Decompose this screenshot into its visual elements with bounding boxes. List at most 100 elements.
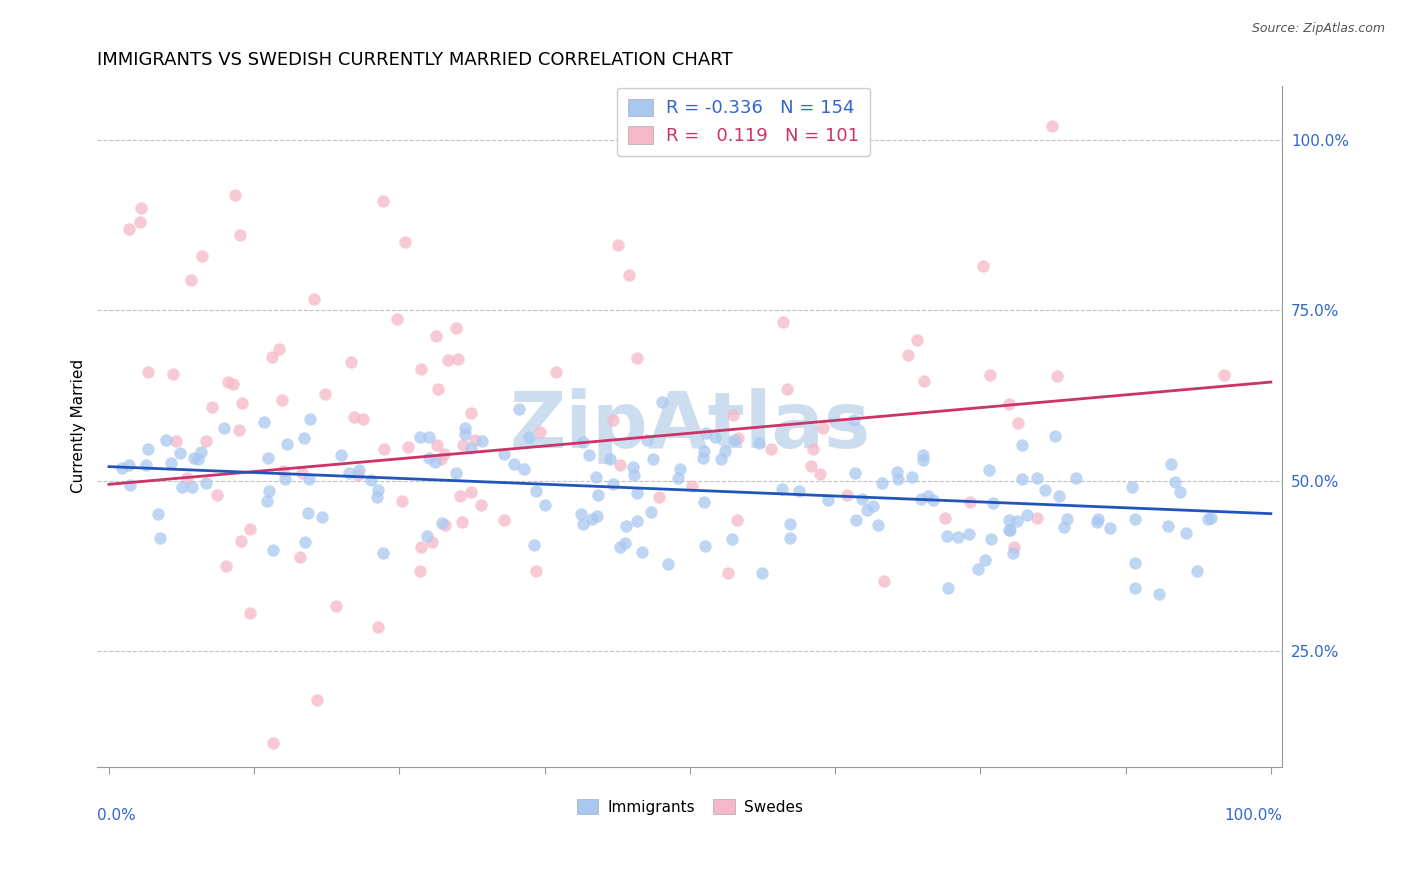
Point: [353, 412, 375, 426]
Point: [844, 466, 866, 480]
Point: [155, 434, 177, 448]
Point: [391, 493, 413, 508]
Point: [1175, 526, 1198, 541]
Point: [581, 512, 603, 526]
Point: [340, 355, 363, 369]
Point: [298, 472, 321, 486]
Point: [271, 463, 294, 477]
Point: [423, 455, 446, 469]
Point: [492, 513, 515, 527]
Point: [546, 365, 568, 379]
Point: [710, 451, 733, 466]
Point: [529, 425, 551, 440]
Point: [425, 329, 447, 343]
Point: [1160, 457, 1182, 471]
Y-axis label: Currently Married: Currently Married: [72, 359, 86, 493]
Point: [231, 395, 253, 409]
Point: [252, 415, 274, 429]
Point: [1123, 581, 1146, 595]
Point: [228, 423, 250, 437]
Point: [454, 421, 477, 435]
Point: [979, 368, 1001, 382]
Point: [1087, 512, 1109, 526]
Point: [360, 473, 382, 487]
Point: [460, 485, 482, 500]
Point: [292, 431, 315, 445]
Point: [607, 238, 630, 252]
Point: [366, 490, 388, 504]
Point: [180, 480, 202, 494]
Point: [808, 467, 831, 481]
Point: [471, 434, 494, 448]
Point: [585, 470, 607, 484]
Point: [420, 534, 443, 549]
Point: [136, 365, 159, 379]
Point: [1066, 470, 1088, 484]
Point: [367, 620, 389, 634]
Point: [149, 532, 172, 546]
Point: [578, 448, 600, 462]
Point: [288, 549, 311, 564]
Point: [517, 430, 540, 444]
Point: [912, 374, 935, 388]
Point: [367, 483, 389, 497]
Point: [492, 448, 515, 462]
Point: [1011, 438, 1033, 452]
Point: [337, 466, 360, 480]
Point: [1123, 556, 1146, 570]
Point: [901, 470, 924, 484]
Point: [409, 430, 432, 444]
Point: [967, 561, 990, 575]
Point: [623, 467, 645, 482]
Point: [779, 517, 801, 532]
Point: [946, 530, 969, 544]
Point: [329, 448, 352, 462]
Point: [1011, 472, 1033, 486]
Point: [751, 566, 773, 580]
Point: [868, 517, 890, 532]
Point: [534, 498, 557, 512]
Point: [572, 517, 595, 532]
Point: [1121, 479, 1143, 493]
Point: [668, 462, 690, 476]
Point: [759, 442, 782, 457]
Point: [503, 458, 526, 472]
Point: [262, 350, 284, 364]
Point: [911, 453, 934, 467]
Point: [239, 607, 262, 621]
Point: [159, 456, 181, 470]
Point: [657, 557, 679, 571]
Point: [470, 498, 492, 512]
Point: [1002, 540, 1025, 554]
Point: [165, 434, 187, 448]
Point: [980, 533, 1002, 547]
Point: [617, 268, 640, 282]
Point: [117, 458, 139, 473]
Point: [977, 463, 1000, 477]
Text: 0.0%: 0.0%: [97, 808, 136, 823]
Point: [169, 446, 191, 460]
Point: [1033, 483, 1056, 498]
Point: [695, 539, 717, 553]
Point: [460, 406, 482, 420]
Point: [429, 451, 451, 466]
Point: [695, 425, 717, 440]
Point: [297, 506, 319, 520]
Point: [430, 516, 453, 530]
Point: [862, 499, 884, 513]
Legend: Immigrants, Swedes: Immigrants, Swedes: [571, 793, 808, 821]
Point: [586, 508, 609, 523]
Point: [1047, 489, 1070, 503]
Point: [257, 484, 280, 499]
Point: [957, 527, 980, 541]
Point: [183, 450, 205, 465]
Point: [1123, 512, 1146, 526]
Point: [609, 458, 631, 473]
Point: [609, 540, 631, 554]
Point: [959, 495, 981, 509]
Point: [934, 510, 956, 524]
Point: [523, 538, 546, 552]
Point: [128, 215, 150, 229]
Point: [271, 392, 294, 407]
Text: Source: ZipAtlas.com: Source: ZipAtlas.com: [1251, 22, 1385, 36]
